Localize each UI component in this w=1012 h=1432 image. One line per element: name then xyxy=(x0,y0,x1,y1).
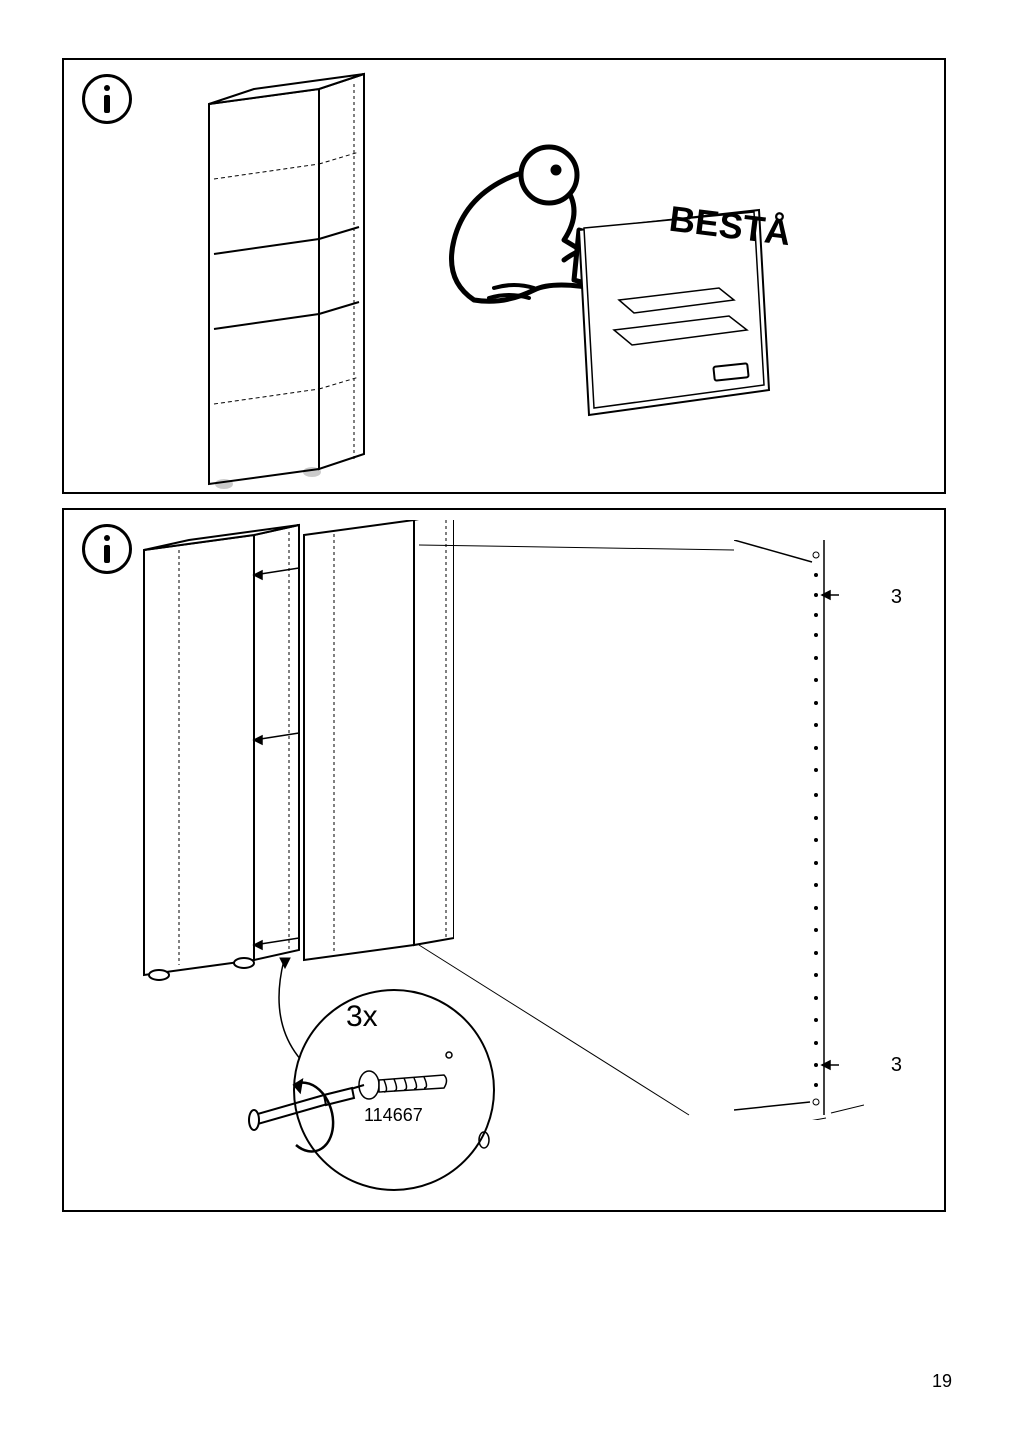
info-dot xyxy=(104,85,110,91)
instruction-page: BESTÅ xyxy=(0,0,1012,1432)
info-stem xyxy=(104,95,110,113)
peghole-detail xyxy=(734,540,864,1120)
page-number: 19 xyxy=(932,1371,952,1392)
panel-top: BESTÅ xyxy=(62,58,946,494)
panel-bottom: 3 3 xyxy=(62,508,946,1212)
screw-part-number: 114667 xyxy=(364,1105,423,1126)
hole-count-top: 3 xyxy=(891,586,902,609)
hole-count-bottom: 3 xyxy=(891,1054,902,1077)
bookshelf-illustration xyxy=(174,64,394,490)
info-icon xyxy=(82,74,132,124)
screw-quantity: 3x xyxy=(346,1000,378,1034)
